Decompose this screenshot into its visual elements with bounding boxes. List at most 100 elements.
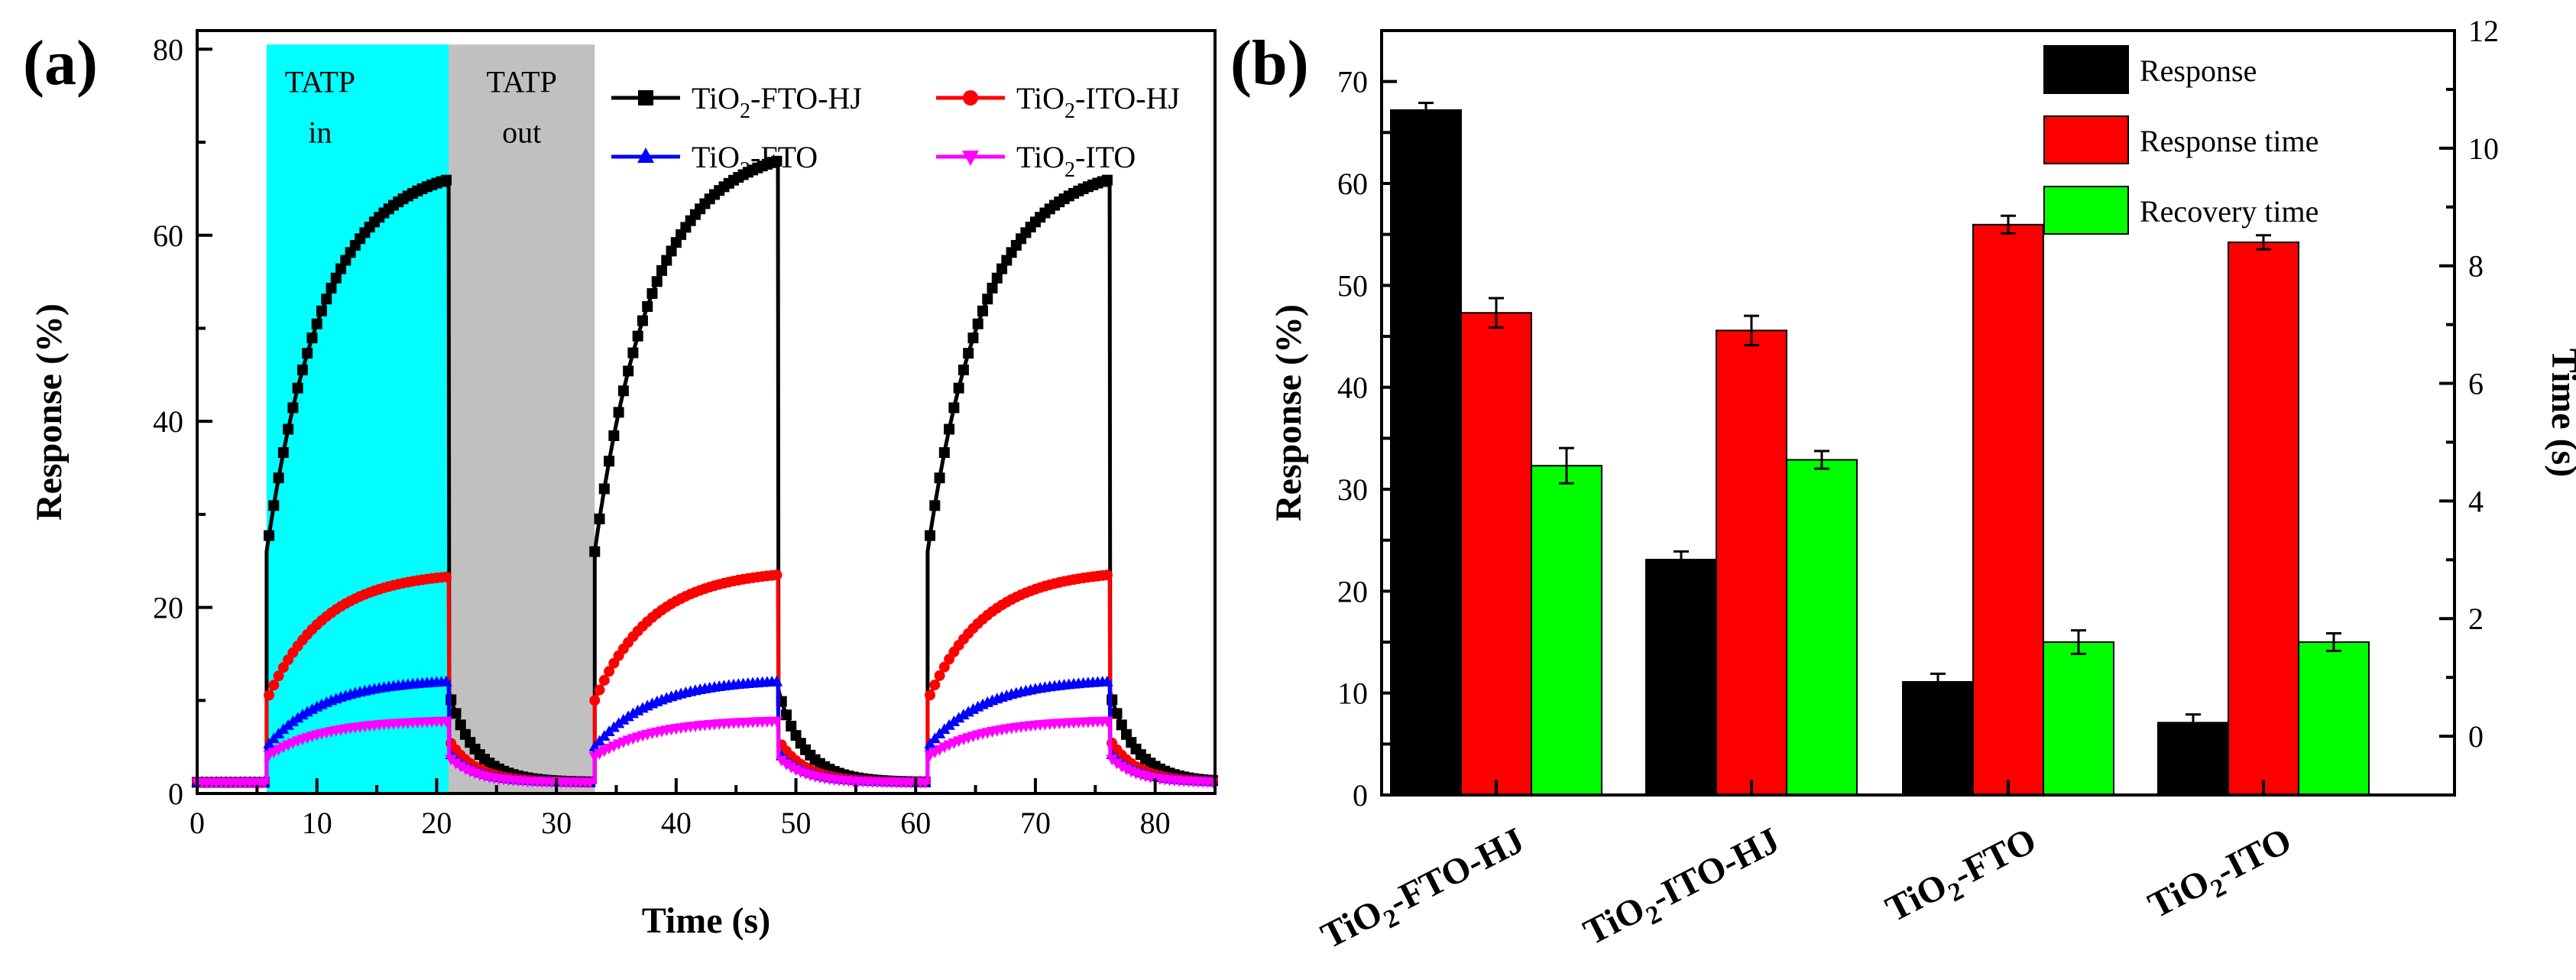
x-tick-label: 40	[661, 806, 692, 840]
y-tick-label: 60	[1337, 167, 1368, 201]
data-point	[440, 675, 452, 686]
data-point	[440, 716, 452, 728]
data-point	[967, 333, 979, 344]
data-point	[608, 430, 620, 442]
panel-a: TATP in TATP out 0 10 20 30 40 50 60 70 80 0 20 40 60 80 T…	[23, 28, 1219, 941]
y2-tick-label: 10	[2468, 131, 2499, 166]
data-point	[594, 513, 605, 524]
data-point	[584, 777, 596, 789]
legend-entry-main: TiO	[692, 81, 740, 115]
data-point	[770, 675, 783, 686]
data-point	[258, 777, 271, 789]
bar	[1645, 559, 1717, 796]
y-axis-title: Response (%)	[29, 303, 70, 521]
data-point	[296, 364, 308, 375]
data-point	[642, 300, 653, 312]
data-point	[291, 712, 304, 723]
shaded-region	[266, 44, 449, 793]
bar	[1390, 109, 1462, 796]
legend-marker	[963, 90, 978, 105]
bar	[1972, 223, 2044, 797]
data-point	[296, 709, 309, 720]
data-point	[598, 674, 610, 686]
data-point	[666, 245, 677, 257]
y2-tick-label: 0	[2468, 719, 2484, 754]
data-point	[330, 272, 342, 284]
data-point	[637, 315, 648, 326]
y-tick-label: 50	[1337, 268, 1368, 303]
legend-entry: TiO2-FTO	[692, 140, 818, 182]
data-point	[450, 708, 462, 719]
data-point	[780, 709, 792, 721]
y-tick-label: 80	[153, 32, 183, 67]
data-point	[948, 402, 960, 414]
data-point	[952, 712, 965, 723]
data-point	[770, 716, 783, 728]
data-point	[277, 662, 289, 673]
bar	[2298, 641, 2370, 796]
data-point	[306, 333, 318, 344]
data-point	[977, 305, 988, 316]
data-point	[925, 690, 936, 701]
data-point	[646, 287, 658, 299]
data-point	[594, 684, 605, 696]
shaded-region-label: TATP	[486, 64, 556, 99]
data-point	[996, 263, 1008, 274]
data-point	[335, 263, 347, 274]
panel-label: (b)	[1230, 28, 1309, 99]
data-point	[604, 456, 615, 467]
x-tick-label: 50	[781, 806, 812, 840]
data-point	[963, 348, 974, 359]
data-point	[944, 423, 955, 435]
legend-entry-main: TiO	[692, 140, 740, 174]
data-point	[613, 407, 624, 418]
category-label-rest: -FTO	[1947, 820, 2043, 896]
category-label: TiO2-FTO	[1879, 820, 2046, 936]
data-point	[1116, 719, 1127, 731]
y-tick-label: 0	[168, 777, 183, 811]
category-label-rest: -ITO-HJ	[1644, 820, 1786, 919]
data-point	[268, 680, 280, 691]
x-tick-label: 10	[302, 806, 332, 840]
legend-swatch	[2043, 115, 2129, 164]
data-point	[987, 282, 998, 294]
category-label-main: TiO	[2142, 862, 2216, 926]
plot-frame	[1380, 29, 2456, 797]
legend-marker	[637, 148, 654, 163]
data-point	[1110, 758, 1123, 770]
data-point	[598, 483, 610, 495]
data-point	[1111, 708, 1123, 719]
legend-entry: TiO2-FTO-HJ	[692, 81, 862, 123]
legend-entry-rest: -ITO	[1075, 140, 1136, 174]
x-tick-label: 70	[1020, 806, 1051, 840]
bar	[1716, 329, 1787, 796]
legend-marker	[638, 90, 653, 105]
data-point	[925, 530, 936, 541]
data-point	[316, 305, 327, 316]
x-axis-title: Time (s)	[642, 900, 770, 941]
data-point	[771, 155, 783, 167]
y-tick-label: 30	[1337, 472, 1368, 507]
bar	[1531, 465, 1602, 796]
data-point	[287, 402, 299, 414]
data-point	[972, 318, 983, 329]
y2-tick-label: 2	[2468, 602, 2484, 636]
legend-entry: Recovery time	[2140, 194, 2318, 229]
shaded-region-label: out	[502, 115, 541, 149]
data-point	[292, 382, 303, 394]
data-point	[991, 272, 1003, 284]
category-label-main: TiO	[1315, 892, 1389, 956]
data-point	[627, 707, 640, 719]
data-point	[1101, 570, 1113, 581]
bar	[2043, 641, 2114, 796]
data-point	[440, 571, 452, 582]
panel-label: (a)	[23, 28, 98, 99]
plot-frame	[196, 29, 1217, 795]
data-point	[589, 546, 601, 557]
data-point	[277, 447, 289, 459]
data-point	[651, 276, 663, 287]
x-tick-label: 30	[541, 806, 572, 840]
data-point	[455, 719, 466, 731]
data-point	[771, 570, 783, 581]
